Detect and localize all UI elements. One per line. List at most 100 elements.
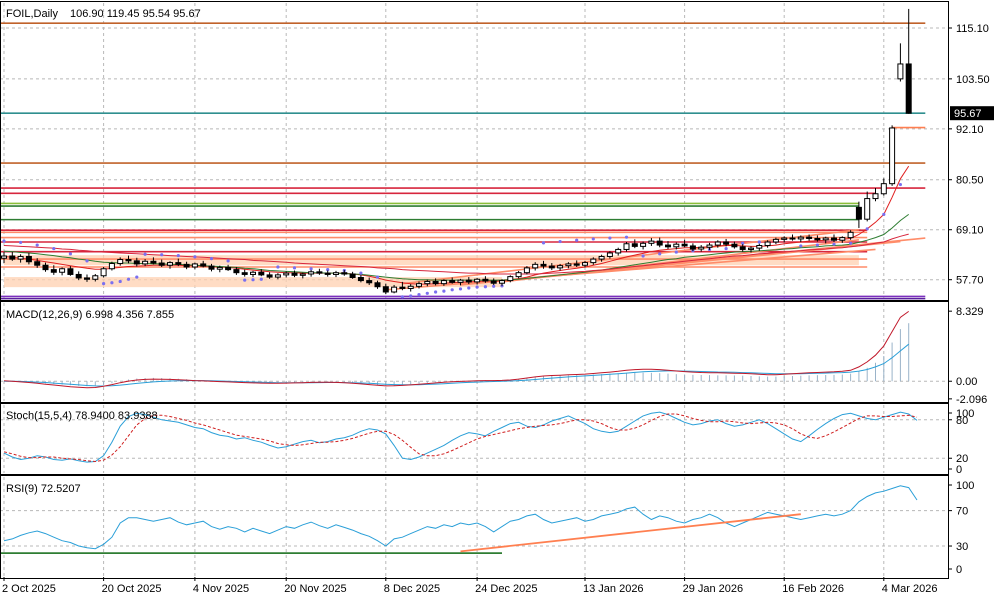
candle-body-bear <box>689 245 696 250</box>
pane-border <box>0 301 949 403</box>
candle-body-bull <box>117 259 124 264</box>
candle-body-bull <box>797 236 804 240</box>
candle-body-bear <box>316 271 323 274</box>
psar-dot <box>832 242 836 246</box>
price-tick-label: 115.10 <box>956 23 989 35</box>
candle-body-bear <box>349 273 356 279</box>
stoch-tick-label: 0 <box>956 464 962 476</box>
candle-body-bear <box>133 260 140 265</box>
psar-dot <box>375 275 380 279</box>
candle-body-bull <box>698 246 705 250</box>
candle-body-bear <box>399 286 406 289</box>
candle-body-bull <box>673 243 680 248</box>
chart-ohlc-values: 106.90 119.45 95.54 95.67 <box>70 8 201 20</box>
time-tick-label: 4 Nov 2025 <box>193 583 249 595</box>
stoch-d-line <box>3 413 918 463</box>
candle-body-bear <box>125 259 132 262</box>
psar-dot <box>865 227 869 231</box>
candle-body-bull <box>100 268 107 277</box>
psar-dot <box>898 182 903 187</box>
price-zones <box>4 255 859 288</box>
candle-body-bear <box>814 237 821 241</box>
psar-dot <box>52 246 56 251</box>
time-tick-label: 29 Jan 2026 <box>683 583 744 595</box>
candle-body-bear <box>75 273 82 279</box>
chart-grid <box>0 3 948 577</box>
candle-body-bull <box>565 263 572 267</box>
candle-body-bull <box>648 240 655 244</box>
psar-dot <box>176 253 180 258</box>
macd-tick-label: 8.329 <box>956 306 984 318</box>
candle-body-bear <box>366 280 373 284</box>
pane-border <box>0 1 949 301</box>
rsi-tick-label: 100 <box>956 480 974 492</box>
psar-dot <box>35 243 39 247</box>
rsi-pane <box>0 485 918 555</box>
candle-body-bull <box>523 267 530 274</box>
candle-body-bull <box>17 255 24 260</box>
pane-border <box>0 475 949 579</box>
psar-dot <box>849 241 853 245</box>
psar-dot <box>458 287 463 291</box>
psar-dot <box>2 239 6 243</box>
candle-body-bull <box>748 247 754 250</box>
psar-dot <box>326 268 330 272</box>
candle-body-bear <box>357 277 364 282</box>
candle-body-bull <box>847 231 854 239</box>
candle-body-bear <box>34 261 41 266</box>
current-price-box <box>950 106 994 121</box>
candle-body-bear <box>9 255 16 260</box>
stoch-k-line <box>3 411 918 463</box>
trend-line <box>385 248 876 291</box>
psar-dot <box>741 241 745 245</box>
candle-body-bull <box>590 258 597 264</box>
candle-body-bull <box>557 265 564 269</box>
candle-body-bull <box>507 276 514 282</box>
candle-body-bull <box>532 263 539 269</box>
candle-body-bull <box>299 273 306 276</box>
current-price-label: 95.67 <box>954 108 982 120</box>
candle-body-bear <box>258 271 265 276</box>
psar-dot <box>126 277 131 281</box>
psar-dot <box>292 266 297 270</box>
psar-dot <box>251 278 255 282</box>
candle-body-bull <box>706 244 713 248</box>
psar-dot <box>558 239 562 244</box>
candle-body-bear <box>490 280 497 284</box>
candle-body-bear <box>432 280 439 285</box>
psar-dot <box>309 267 313 271</box>
psar-dot <box>450 288 454 292</box>
time-tick-label: 13 Jan 2026 <box>583 583 644 595</box>
candle-body-bull <box>59 268 66 273</box>
psar-dot <box>641 254 645 258</box>
macd-tick-label: -2.096 <box>956 394 987 406</box>
macd-signal-line <box>4 343 910 387</box>
candle-body-bear <box>25 255 32 263</box>
psar-dot <box>799 244 803 248</box>
candle-body-bear <box>291 272 298 276</box>
candle-body-bull <box>92 275 99 280</box>
price-zone <box>4 255 859 266</box>
psar-dot <box>624 235 629 239</box>
candle-body-bear <box>573 263 580 266</box>
candle-body-bull <box>108 262 115 270</box>
rsi-trend-line <box>460 513 801 553</box>
macd-tick-label: 0.00 <box>956 376 977 388</box>
candle-body-bear <box>789 237 796 240</box>
stoch-pane <box>3 411 918 463</box>
candle-body-bear <box>324 272 331 275</box>
candle-body-bull <box>756 245 763 249</box>
stoch-tick-label: 100 <box>956 408 974 420</box>
stoch-tick-label: 80 <box>956 415 968 427</box>
candle-body-bull <box>781 237 788 240</box>
candle-body-bear <box>341 272 348 275</box>
psar-dot <box>575 238 579 242</box>
psar-dot <box>110 281 114 285</box>
psar-dot <box>882 212 886 216</box>
candle-body-bull <box>615 248 622 254</box>
psar-dot <box>409 294 413 298</box>
psar-dot <box>425 291 429 295</box>
candle-body-bull <box>623 243 630 250</box>
value-axis: 115.10 103.50 92.10 80.50 69.10 57.70 8.329 0.0… <box>948 23 994 576</box>
